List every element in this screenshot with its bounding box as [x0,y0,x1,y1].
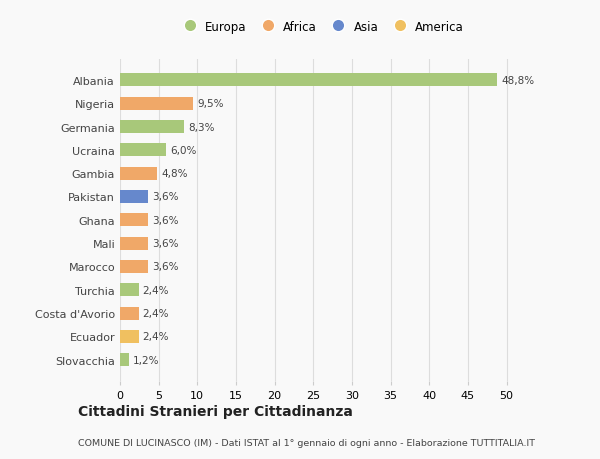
Bar [120,284,139,297]
Text: 2,4%: 2,4% [142,332,169,341]
Legend: Europa, Africa, Asia, America: Europa, Africa, Asia, America [178,21,464,34]
Bar [120,307,139,320]
Bar [120,260,148,273]
Text: 2,4%: 2,4% [142,308,169,319]
Bar [120,98,193,110]
Text: 9,5%: 9,5% [197,99,224,109]
Text: 2,4%: 2,4% [142,285,169,295]
Text: 48,8%: 48,8% [501,76,534,86]
Bar [120,330,139,343]
Text: 8,3%: 8,3% [188,122,215,132]
Text: 3,6%: 3,6% [152,215,178,225]
Text: COMUNE DI LUCINASCO (IM) - Dati ISTAT al 1° gennaio di ogni anno - Elaborazione : COMUNE DI LUCINASCO (IM) - Dati ISTAT al… [78,438,535,447]
Text: 1,2%: 1,2% [133,355,160,365]
Text: Cittadini Stranieri per Cittadinanza: Cittadini Stranieri per Cittadinanza [78,404,353,419]
Text: 3,6%: 3,6% [152,262,178,272]
Bar [120,237,148,250]
Bar [120,190,148,203]
Bar [120,214,148,227]
Text: 3,6%: 3,6% [152,192,178,202]
Bar [120,353,129,366]
Bar [120,144,166,157]
Text: 4,8%: 4,8% [161,169,187,179]
Bar [120,74,497,87]
Text: 3,6%: 3,6% [152,239,178,249]
Text: 6,0%: 6,0% [170,146,197,156]
Bar [120,168,157,180]
Bar [120,121,184,134]
